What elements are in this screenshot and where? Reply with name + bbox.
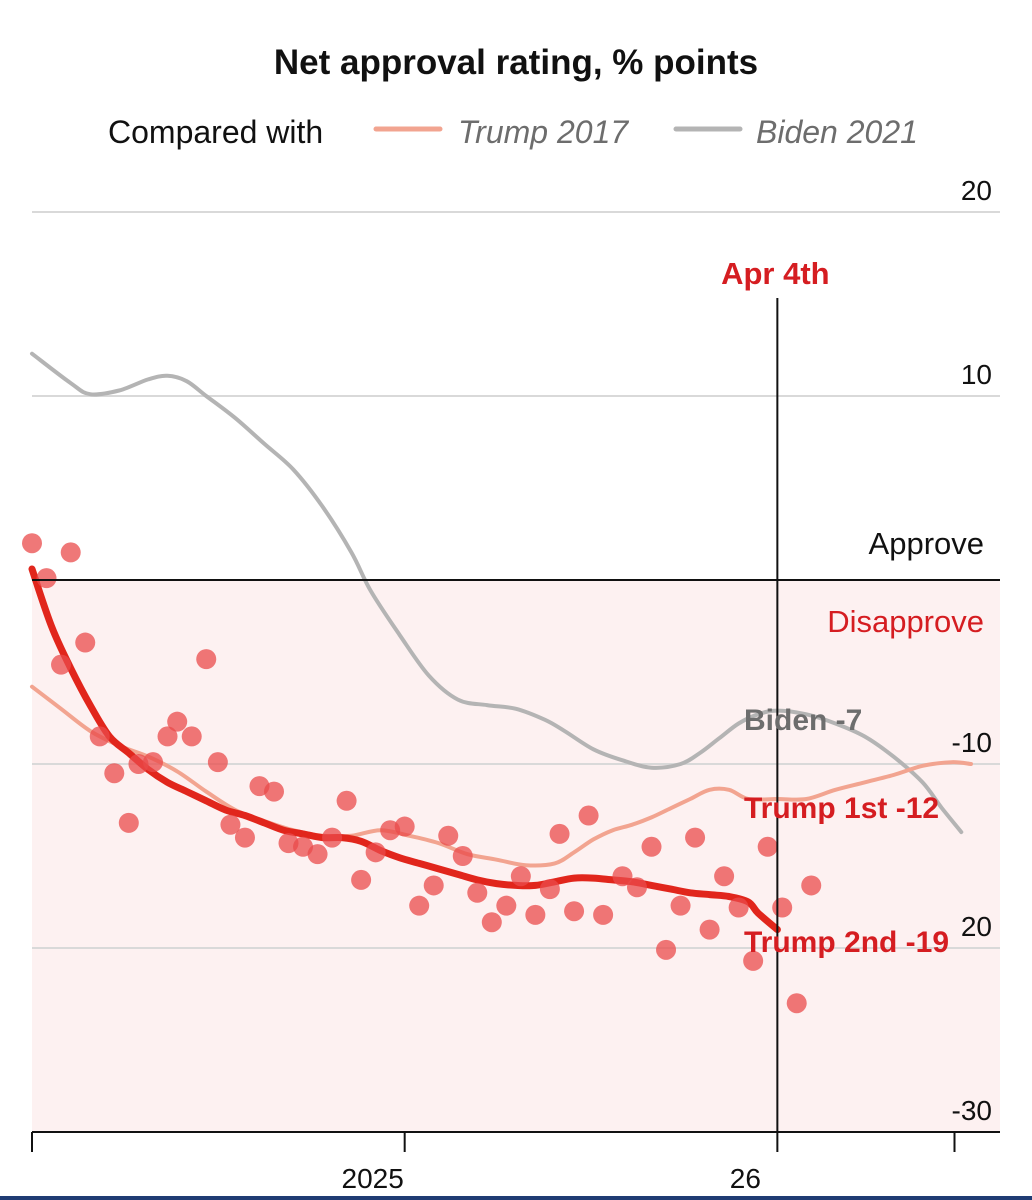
poll-point [75, 632, 96, 653]
poll-point [51, 654, 72, 675]
legend-prefix: Compared with [108, 114, 323, 150]
poll-point [467, 882, 488, 903]
x-tick-label: 2025 [342, 1163, 404, 1194]
x-axis: 2025 26 [31, 1131, 1000, 1194]
poll-point [234, 827, 255, 848]
series-lines [28, 351, 973, 934]
legend-label-biden-2021: Biden 2021 [756, 114, 918, 150]
poll-point [757, 836, 778, 857]
bottom-frame-bar [0, 1196, 1032, 1200]
chart-title: Net approval rating, % points [274, 43, 758, 82]
legend-label-trump-2017: Trump 2017 [458, 114, 629, 150]
poll-point [714, 866, 735, 887]
poll-point [181, 726, 202, 747]
legend: Compared with Trump 2017 Biden 2021 [108, 114, 918, 150]
poll-point [307, 844, 328, 865]
end-label-biden: Biden -7 [744, 704, 862, 737]
poll-point [157, 726, 178, 747]
poll-point [656, 939, 677, 960]
y-tick-label: 20 [961, 911, 992, 942]
poll-point [36, 568, 57, 589]
poll-point [578, 805, 599, 826]
poll-point [167, 711, 188, 732]
poll-point [351, 869, 372, 890]
poll-point [801, 875, 822, 896]
poll-point [728, 897, 749, 918]
poll-point [549, 823, 570, 844]
poll-point [699, 919, 720, 940]
y-tick-label: 20 [961, 175, 992, 206]
poll-point [641, 836, 662, 857]
poll-point [685, 827, 706, 848]
y-axis-tick-labels: 20 10 -10 20 -30 [952, 175, 992, 1126]
disapprove-label: Disapprove [827, 604, 984, 639]
x-tick-label: 26 [730, 1163, 761, 1194]
poll-point [496, 895, 517, 916]
disapprove-zone [32, 580, 1000, 1132]
y-tick-label: -10 [952, 727, 992, 758]
poll-point [220, 814, 241, 835]
poll-point [207, 752, 228, 773]
poll-point [593, 904, 614, 925]
poll-point [128, 754, 149, 774]
poll-point [481, 912, 502, 933]
poll-point [394, 816, 415, 837]
poll-point [196, 649, 217, 670]
series-line-trump-2017 [30, 684, 973, 868]
poll-point [365, 842, 386, 863]
end-label-trump-1st: Trump 1st -12 [744, 792, 939, 825]
poll-point [438, 825, 459, 846]
poll-point [264, 781, 284, 802]
poll-point [89, 726, 110, 747]
poll-point [22, 533, 42, 554]
poll-point [104, 763, 125, 784]
y-tick-label: 10 [961, 359, 992, 390]
approve-label: Approve [869, 526, 984, 561]
poll-point [118, 812, 139, 833]
poll-point [525, 904, 546, 925]
y-tick-label: -30 [952, 1095, 992, 1126]
series-line-biden-2021 [30, 351, 964, 835]
poll-point [336, 790, 357, 811]
poll-point [564, 901, 585, 922]
poll-point [539, 879, 560, 900]
poll-point [322, 827, 343, 848]
poll-point [423, 875, 444, 896]
poll-point [670, 895, 691, 916]
series-line-trump-2nd [28, 565, 781, 934]
poll-point [143, 752, 163, 773]
poll-point [772, 897, 793, 918]
poll-point [60, 542, 81, 563]
end-label-trump-2nd: Trump 2nd -19 [744, 926, 949, 959]
poll-point [612, 866, 633, 887]
gridlines [32, 211, 1000, 949]
poll-point [510, 866, 531, 887]
poll-point [452, 846, 473, 866]
poll-point [409, 895, 430, 916]
poll-point [743, 950, 764, 971]
poll-point [786, 993, 807, 1014]
date-marker-label: Apr 4th [721, 256, 830, 291]
poll-point [627, 877, 647, 898]
poll-points [22, 533, 822, 1014]
